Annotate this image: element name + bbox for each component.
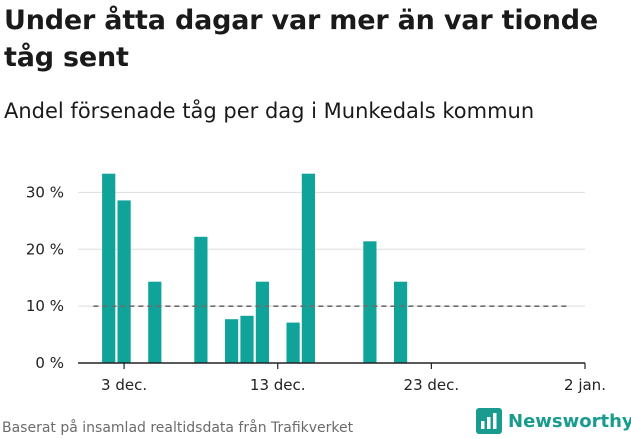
brand-name: Newsworthy [508,410,631,432]
y-tick-label: 0 % [35,354,64,372]
bar [225,319,239,363]
x-tick-label: 2 jan. [564,376,606,394]
y-tick-label: 10 % [26,297,64,315]
brand-logo[interactable]: Newsworthy [476,408,631,434]
x-axis: 3 dec. 13 dec. 23 dec. 2 jan. [78,362,606,394]
bar [102,173,116,363]
bar [301,173,315,363]
source-note: Baserat på insamlad realtidsdata från Tr… [2,420,354,436]
bar-chart: 0 % 10 % 20 % 30 % 3 dec. 13 dec. 23 dec. 2 ja… [26,173,606,394]
newsworthy-logo-icon [476,408,502,434]
bar [117,200,131,363]
bar [363,241,377,363]
x-tick-label: 13 dec. [250,376,306,394]
y-tick-label: 30 % [26,183,64,201]
bar [148,281,162,363]
bar [286,322,300,363]
chart-title: Under åtta dagar var mer än var tionde t… [4,5,599,73]
bar [194,236,208,363]
bars [102,173,408,363]
y-tick-label: 20 % [26,240,64,258]
chart-subtitle: Andel försenade tåg per dag i Munkedals … [4,99,535,123]
x-tick-label: 3 dec. [101,376,147,394]
bar [240,315,254,363]
x-tick-label: 23 dec. [404,376,460,394]
bar [255,281,269,363]
y-axis-ticks: 0 % 10 % 20 % 30 % [26,183,64,372]
bar [394,281,408,363]
